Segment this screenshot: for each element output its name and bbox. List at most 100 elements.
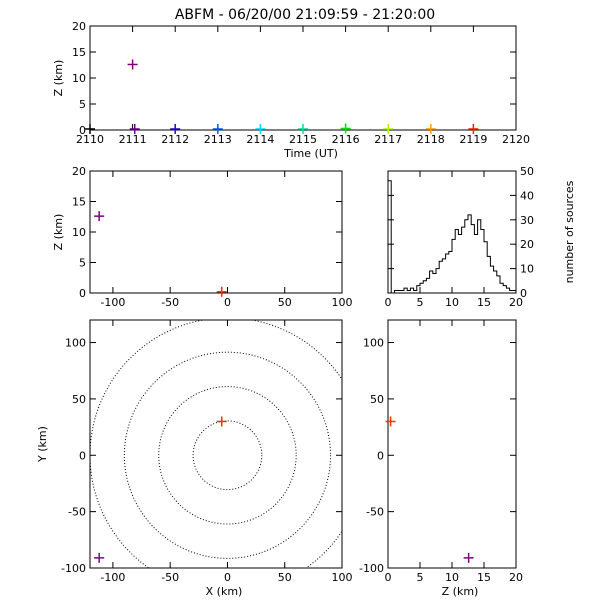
x-z-x-tick-label: 50	[278, 296, 292, 309]
range-ring	[192, 420, 263, 491]
histogram-bar	[494, 271, 497, 293]
histogram-bar	[471, 225, 474, 293]
time-height-x-tick-label: 2118	[417, 133, 445, 146]
x-z-panel: -100 -50 0 50 100 0 5 10 15 20 Z (km)	[52, 165, 353, 309]
height-histogram-y-tick-label: 40	[520, 189, 534, 202]
range-ring	[158, 386, 297, 525]
z-y-x-tick-label: 10	[445, 571, 459, 584]
plan-view-x-tick-label: -100	[100, 571, 125, 584]
height-histogram-y-axis-label: number of sources	[563, 180, 576, 283]
z-y-y-tick-label: -100	[359, 562, 384, 575]
height-histogram-y-tick-label: 30	[520, 214, 534, 227]
histogram-bar	[426, 278, 429, 293]
histogram-bar	[430, 271, 433, 293]
histogram-bar	[506, 288, 509, 293]
z-y-x-tick-label: 5	[417, 571, 424, 584]
height-histogram-y-tick-label: 10	[520, 263, 534, 276]
histogram-bar	[414, 291, 417, 293]
height-histogram-y-tick-label: 20	[520, 238, 534, 251]
time-height-y-tick-label: 10	[72, 72, 86, 85]
histogram-bar	[394, 291, 397, 293]
histogram-bar	[449, 252, 452, 293]
time-height-y-tick-label: 0	[79, 124, 86, 137]
histogram-bar	[407, 291, 410, 293]
height-histogram-y-tick-label: 0	[520, 287, 527, 300]
x-z-y-tick-label: 5	[79, 257, 86, 270]
histogram-bar	[478, 220, 481, 293]
x-z-y-tick-label: 10	[72, 226, 86, 239]
time-height-y-axis-label: Z (km)	[52, 60, 65, 97]
histogram-bar	[452, 239, 455, 293]
time-height-y-tick-label: 20	[72, 20, 86, 33]
plan-view-y-tick-label: -100	[61, 562, 86, 575]
histogram-bar	[455, 230, 458, 293]
histogram-bar	[497, 276, 500, 293]
x-z-x-tick-label: -100	[100, 296, 125, 309]
histogram-bar	[436, 269, 439, 293]
histogram-step-line	[387, 180, 517, 294]
histogram-bar	[484, 242, 487, 293]
histogram-bar	[388, 181, 391, 293]
height-histogram-x-tick-label: 15	[477, 296, 491, 309]
z-y-panel: 0 5 10 15 20 -100 -50 0 50 100 Z (km)	[359, 319, 523, 598]
x-z-x-tick-label: 0	[224, 296, 231, 309]
histogram-bar	[442, 259, 445, 293]
time-height-x-tick-label: 2112	[161, 133, 189, 146]
histogram-bar	[439, 261, 442, 293]
x-z-y-axis-label: Z (km)	[52, 214, 65, 251]
time-height-x-tick-label: 2113	[204, 133, 232, 146]
plan-view-range-rings	[90, 320, 342, 568]
x-z-y-tick-label: 20	[72, 165, 86, 178]
histogram-bar	[423, 281, 426, 293]
plan-view-y-tick-label: 0	[79, 449, 86, 462]
histogram-bar	[500, 283, 503, 293]
time-height-x-tick-label: 2116	[332, 133, 360, 146]
time-height-x-tick-label: 2110	[76, 133, 104, 146]
histogram-bar	[465, 220, 468, 293]
height-histogram-x-tick-label: 20	[509, 296, 523, 309]
plan-view-x-axis-label: X (km)	[206, 585, 243, 598]
plan-view-panel: -100 -50 0 50 100 -100 -50 0 50 100 X (km) Y (km)	[36, 319, 353, 598]
figure-title: ABFM - 06/20/00 21:09:59 - 21:20:00	[175, 7, 435, 23]
z-y-x-axis-label: Z (km)	[442, 585, 479, 598]
histogram-bar	[462, 227, 465, 293]
histogram-bar	[468, 215, 471, 293]
plan-view-x-tick-label: -50	[161, 571, 179, 584]
height-histogram-x-tick-label: 10	[445, 296, 459, 309]
histogram-bar	[513, 291, 516, 293]
z-y-x-tick-label: 20	[509, 571, 523, 584]
histogram-bar	[481, 230, 484, 293]
histogram-bar	[398, 291, 401, 293]
plan-view-x-tick-label: 100	[332, 571, 353, 584]
z-y-y-tick-label: 100	[363, 337, 384, 350]
x-z-x-tick-label: 100	[332, 296, 353, 309]
histogram-bar	[446, 254, 449, 293]
time-height-y-tick-label: 5	[79, 98, 86, 111]
time-height-panel: 2110 2111 2112 2113 2114 2115 2116 2117 2118 2119…	[52, 20, 530, 160]
histogram-bar	[420, 283, 423, 293]
time-height-x-tick-label: 2119	[459, 133, 487, 146]
histogram-bar	[458, 234, 461, 293]
time-height-x-axis-label: Time (UT)	[283, 147, 338, 160]
time-height-y-tick-label: 15	[72, 46, 86, 59]
plan-view-y-tick-label: 50	[72, 393, 86, 406]
plan-view-y-axis-label: Y (km)	[36, 426, 49, 463]
histogram-bar	[410, 288, 413, 293]
plan-view-x-tick-label: 50	[278, 571, 292, 584]
histogram-bar	[433, 273, 436, 293]
height-histogram-x-tick-label: 5	[417, 296, 424, 309]
plan-view-y-tick-label: -50	[68, 506, 86, 519]
histogram-bar	[487, 256, 490, 293]
histogram-bar	[503, 286, 506, 293]
histogram-bar	[510, 291, 513, 293]
time-height-x-tick-label: 2115	[289, 133, 317, 146]
x-z-y-tick-label: 15	[72, 196, 86, 209]
z-y-x-tick-label: 0	[385, 571, 392, 584]
histogram-bar	[404, 288, 407, 293]
z-y-y-tick-label: -50	[366, 506, 384, 519]
time-height-x-tick-label: 2114	[246, 133, 274, 146]
histogram-bar	[417, 286, 420, 293]
z-y-x-tick-label: 15	[477, 571, 491, 584]
